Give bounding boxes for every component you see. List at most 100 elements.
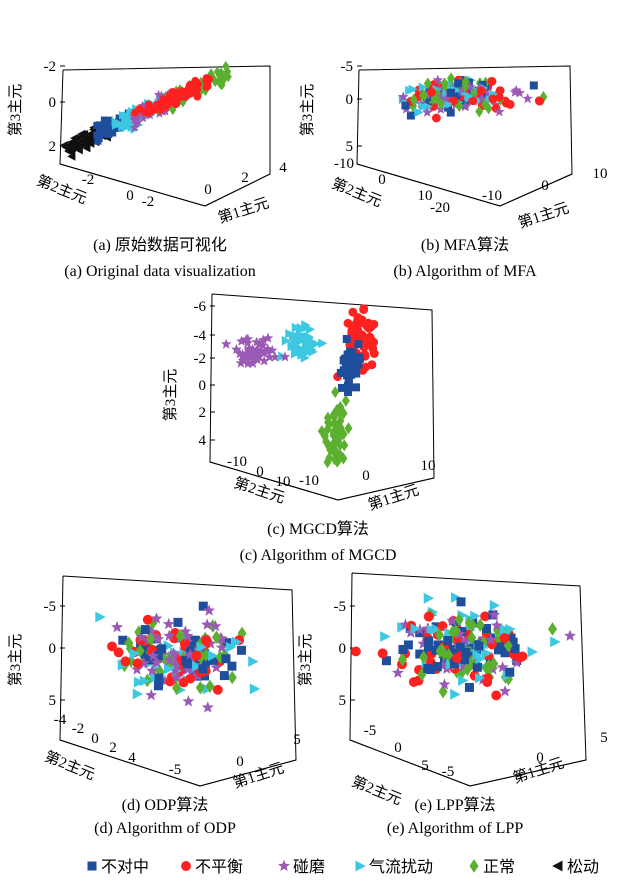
point-碰磨 — [159, 674, 171, 687]
z-tick-label: 0 — [339, 641, 347, 657]
point-碰磨 — [254, 338, 265, 349]
x-tick-label: 10 — [593, 166, 608, 182]
point-不平衡 — [358, 332, 368, 342]
point-不对中 — [337, 383, 346, 392]
point-不对中 — [346, 352, 355, 361]
y-axis-label: 第2主元 — [349, 772, 404, 808]
point-不对中 — [145, 655, 155, 665]
point-碰磨 — [184, 648, 197, 660]
z-tick-label: 0 — [49, 95, 57, 111]
subplot-title: (b) MFA算法 — [421, 235, 509, 254]
legend-marker-icon — [552, 860, 563, 872]
point-气流扰动 — [129, 648, 141, 659]
z-axis-label: 第3主元 — [6, 84, 24, 137]
point-正常 — [397, 652, 407, 667]
point-正常 — [409, 93, 418, 106]
point-不对中 — [457, 627, 467, 637]
point-气流扰动 — [139, 675, 151, 687]
point-碰磨 — [499, 685, 512, 697]
point-不对中 — [344, 388, 352, 396]
point-气流扰动 — [450, 592, 462, 603]
z-tick-label: 5 — [339, 693, 347, 709]
point-不对中 — [354, 360, 363, 369]
point-气流扰动 — [550, 636, 561, 648]
x-tick-label: 4 — [279, 160, 287, 176]
point-碰磨 — [150, 612, 163, 624]
point-碰磨 — [204, 637, 217, 649]
point-不对中 — [481, 624, 491, 634]
point-不对中 — [432, 662, 442, 672]
y-tick-label: -4 — [54, 712, 67, 728]
point-不平衡 — [427, 87, 437, 97]
point-不对中 — [506, 633, 516, 643]
point-气流扰动 — [470, 610, 481, 622]
point-气流扰动 — [300, 353, 310, 363]
point-正常 — [216, 74, 225, 85]
point-不对中 — [339, 366, 348, 375]
point-不对中 — [351, 383, 360, 392]
point-不平衡 — [482, 677, 493, 688]
point-松动 — [86, 129, 95, 139]
point-不对中 — [461, 647, 471, 657]
point-气流扰动 — [292, 338, 302, 349]
point-碰磨 — [391, 666, 404, 678]
x-tick-label: 0 — [541, 178, 549, 194]
point-正常 — [436, 98, 445, 111]
point-气流扰动 — [163, 663, 175, 675]
point-不对中 — [182, 659, 192, 669]
point-气流扰动 — [410, 623, 421, 635]
point-不对中 — [454, 79, 463, 88]
point-碰磨 — [494, 106, 505, 117]
point-碰磨 — [456, 86, 468, 97]
x-tick-label: 0 — [536, 750, 544, 766]
point-正常 — [467, 630, 477, 645]
point-不对中 — [342, 335, 351, 344]
point-碰磨 — [484, 633, 497, 645]
y-tick-label: 5 — [421, 758, 429, 774]
point-正常 — [444, 648, 454, 662]
y-tick-label: 4 — [128, 750, 136, 766]
point-不对中 — [456, 597, 466, 607]
point-碰磨 — [145, 625, 158, 637]
point-碰磨 — [179, 625, 192, 637]
point-不对中 — [472, 662, 482, 672]
legend-marker-icon — [355, 860, 366, 872]
point-碰磨 — [496, 661, 509, 673]
point-正常 — [340, 439, 349, 452]
point-碰磨 — [129, 122, 140, 132]
point-不平衡 — [358, 318, 368, 328]
point-正常 — [461, 80, 470, 93]
point-不对中 — [415, 649, 425, 659]
point-正常 — [467, 618, 477, 632]
point-不对中 — [237, 645, 247, 655]
point-不对中 — [351, 368, 360, 377]
point-碰磨 — [477, 93, 488, 104]
front-edge — [499, 173, 573, 207]
point-不对中 — [354, 340, 363, 349]
point-不平衡 — [468, 96, 478, 106]
point-不对中 — [153, 651, 163, 661]
x-tick-label: 5 — [293, 732, 301, 748]
point-不平衡 — [107, 641, 118, 652]
point-碰磨 — [215, 632, 228, 644]
point-不对中 — [157, 644, 167, 654]
point-气流扰动 — [302, 337, 312, 348]
point-正常 — [447, 72, 456, 85]
point-正常 — [175, 629, 185, 643]
front-edge — [337, 477, 435, 501]
point-不对中 — [99, 126, 107, 135]
point-碰磨 — [457, 660, 470, 672]
point-正常 — [211, 76, 219, 88]
point-正常 — [435, 644, 445, 658]
point-不对中 — [415, 628, 425, 638]
point-不对中 — [403, 640, 413, 650]
point-气流扰动 — [292, 346, 303, 357]
front-edge — [59, 163, 206, 207]
z-tick-label: 2 — [49, 139, 57, 155]
point-不平衡 — [203, 82, 212, 91]
point-不对中 — [343, 361, 352, 370]
point-碰磨 — [453, 627, 466, 640]
x-tick-label: -2 — [142, 194, 155, 210]
